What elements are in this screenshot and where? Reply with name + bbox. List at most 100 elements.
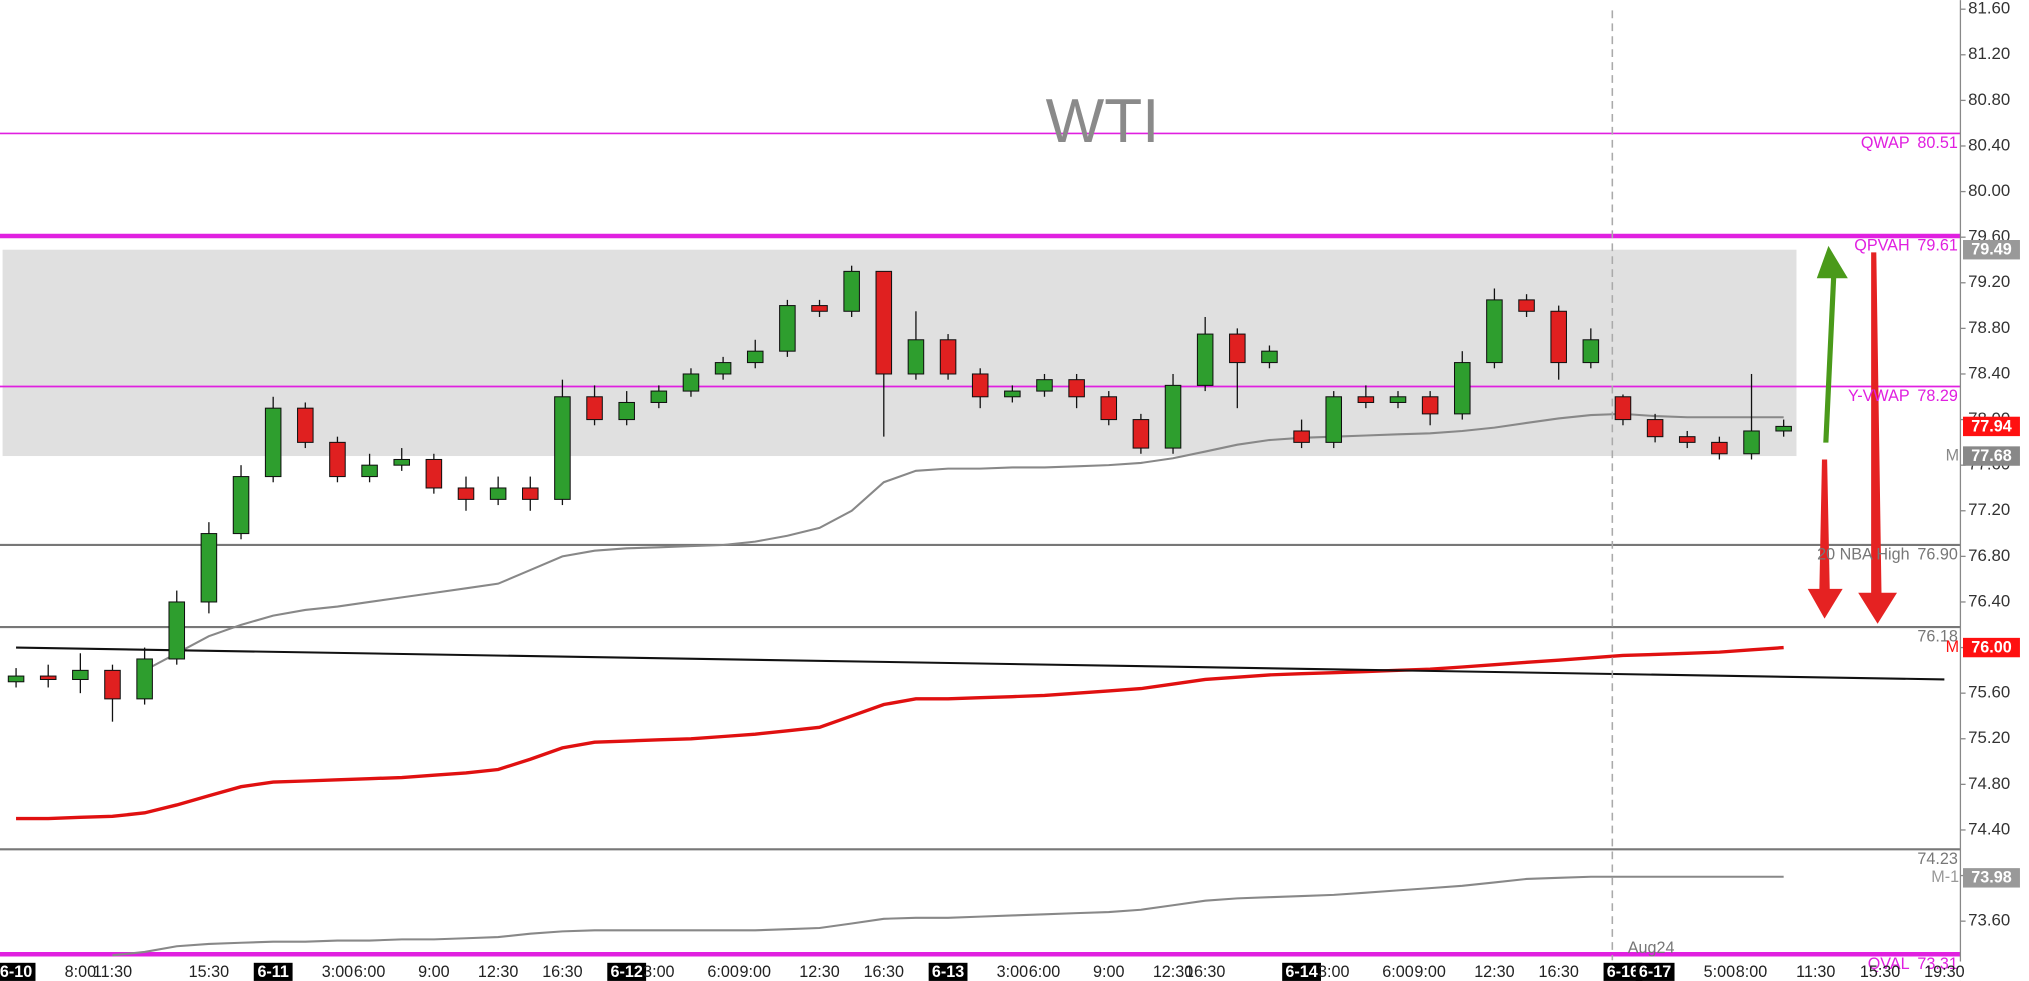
price-tag-label: 77.68 [1971,447,2011,465]
price-tag-label: 79.49 [1971,241,2011,259]
level-value: 76.18 [1917,628,1957,646]
candle-body [746,350,764,364]
x-tick-label: 3:00 [643,963,674,981]
candle-body [136,658,153,700]
y-tick-label: 78.80 [1968,318,2010,337]
candle-body [1261,350,1278,364]
candle-body [586,396,603,421]
level-value: 76.90 [1917,546,1957,564]
candle-body [907,339,925,375]
y-tick-label: 80.80 [1968,90,2010,109]
y-tick-label: 74.40 [1968,819,2010,838]
candle-body [457,487,475,500]
candle-body [1357,396,1375,403]
x-date-label: 6-11 [257,963,288,981]
x-tick-label: 3:00 [1318,963,1349,981]
candle-body [939,339,957,375]
price-tag-label: 76.00 [1971,638,2011,656]
candle-body [875,270,893,375]
candle-body [168,601,186,660]
y-tick-label: 79.20 [1968,272,2010,291]
candle-body [329,441,346,478]
candle-body [650,390,668,403]
x-tick-label: 11:30 [1796,963,1835,981]
date-box [0,962,36,981]
y-tick-label: 73.60 [1968,911,2010,930]
candle-body [1486,299,1503,364]
candle-body [1164,384,1182,449]
level-value: 80.51 [1917,134,1957,152]
price-tag [1963,416,2020,437]
candle-body [618,401,635,421]
indicator-line [144,412,1784,672]
x-tick-label: 16:30 [864,963,904,981]
candle-body [714,362,732,375]
candle-body [1196,333,1214,386]
date-box [1635,962,1675,981]
candle-body [1421,396,1439,415]
x-tick-label: 6:00 [1382,963,1413,981]
x-tick-label: 15:30 [1860,963,1900,981]
candle-body [72,669,89,681]
candle-body [1518,299,1535,312]
price-tag-prefix: M-1 [1931,868,1959,886]
indicator-line [112,875,1784,957]
down-arrow [1807,459,1843,619]
x-tick-label: 15:30 [189,963,229,981]
x-tick-label: 19:30 [1924,963,1964,981]
level-value: 73.31 [1917,955,1957,973]
y-tick-label: 81.20 [1968,44,2010,63]
x-tick-label: 16:30 [1185,963,1225,981]
level-label: QPVAH [1854,237,1909,255]
x-tick-label: 9:00 [418,963,449,981]
chart-title: WTI [1046,87,1160,156]
annotation: Aug24 [1628,939,1675,957]
candle-body [264,407,282,478]
level-label: 20 NBA High [1817,546,1910,564]
candle-body [811,305,828,312]
y-tick-label: 80.00 [1968,181,2010,200]
level-value: 74.23 [1917,850,1957,868]
y-tick-label: 75.60 [1968,683,2010,702]
candle-body [1132,419,1150,449]
y-tick-label: 80.40 [1968,135,2010,154]
x-tick-label: 8:00 [65,963,96,981]
level-label: Y-VWAP [1848,387,1910,405]
candle-body [1229,333,1246,364]
level-value: 79.61 [1917,237,1957,255]
candle-body [232,476,250,535]
up-arrow [1816,245,1848,443]
down-arrow [1858,252,1898,624]
y-tick-label: 74.80 [1968,774,2010,793]
price-tag-label: 73.98 [1971,869,2011,887]
candle-body [843,270,860,312]
indicator-line [16,646,1945,681]
candle-body [7,675,25,683]
x-tick-label: 8:00 [1736,963,1767,981]
date-box [607,962,647,981]
x-date-label: 6-13 [932,963,964,981]
y-tick-label: 76.80 [1968,546,2010,565]
candle-body [1100,396,1118,421]
x-date-label: 6-10 [0,963,32,981]
x-date-label: 6-16 [1607,963,1639,981]
x-tick-label: 16:30 [1538,963,1578,981]
candle-body [39,675,57,681]
candle-body [1550,310,1567,364]
x-tick-label: 3:00 [997,963,1028,981]
candle-body [297,407,314,443]
x-axis-strip [0,961,2029,981]
y-tick-label: 75.20 [1968,728,2010,747]
x-date-label: 6-14 [1285,963,1317,981]
candle-body [1614,396,1632,421]
x-tick-label: 12:30 [478,963,518,981]
candle-body [393,458,411,466]
x-tick-label: 9:00 [1093,963,1124,981]
date-box [1282,962,1321,981]
candle-body [1036,379,1053,392]
candle-body [200,533,218,603]
price-tag [1963,868,2020,888]
